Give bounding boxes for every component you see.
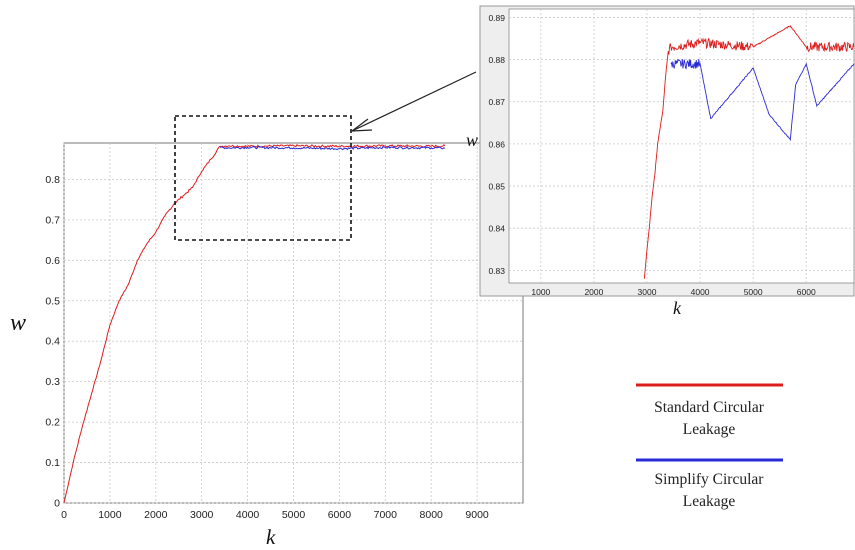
x-tick-label: 9000 bbox=[465, 509, 489, 521]
inset-series bbox=[643, 25, 855, 279]
y-tick-label: 0.8 bbox=[45, 174, 60, 186]
y-tick-label: 0.83 bbox=[488, 266, 505, 276]
x-tick-label: 1000 bbox=[531, 287, 550, 297]
x-tick-label: 2000 bbox=[144, 509, 168, 521]
series-line-standard bbox=[643, 25, 855, 279]
y-tick-label: 0.7 bbox=[45, 214, 60, 226]
series-line-simplify bbox=[670, 58, 855, 142]
y-tick-label: 0.3 bbox=[45, 376, 60, 388]
inset-x-axis-label: k bbox=[673, 298, 682, 318]
inset-x-ticks: 1000 2000 3000 4000 5000 6000 bbox=[531, 287, 816, 297]
legend-label-standard-line1: Standard Circular bbox=[654, 399, 765, 416]
y-tick-label: 0.6 bbox=[45, 255, 60, 267]
y-tick-label: 0.5 bbox=[45, 295, 60, 307]
legend-label-simplify-line1: Simplify Circular bbox=[655, 471, 765, 488]
main-chart: 0 0.1 0.2 0.3 0.4 0.5 0.6 0.7 0.8 0 1000 2000 3000 4… bbox=[10, 142, 524, 549]
x-tick-label: 3000 bbox=[638, 287, 657, 297]
x-tick-label: 5000 bbox=[744, 287, 763, 297]
main-x-axis-label: k bbox=[266, 525, 276, 549]
inset-chart: 0.83 0.84 0.85 0.86 0.87 0.88 0.89 1000 2000 300… bbox=[466, 5, 855, 318]
zoom-region-box bbox=[174, 115, 352, 241]
legend-label-simplify-line2: Leakage bbox=[683, 493, 736, 510]
x-tick-label: 4000 bbox=[236, 509, 260, 521]
y-tick-label: 0.86 bbox=[488, 139, 505, 149]
x-tick-label: 5000 bbox=[282, 509, 306, 521]
y-tick-label: 0.4 bbox=[45, 336, 60, 348]
main-series bbox=[63, 144, 446, 504]
x-tick-label: 8000 bbox=[420, 509, 444, 521]
series-line-simplify bbox=[219, 145, 446, 151]
y-tick-label: 0.89 bbox=[488, 13, 505, 23]
main-y-axis-label: w bbox=[10, 310, 26, 336]
y-tick-label: 0.84 bbox=[488, 224, 505, 234]
x-tick-label: 7000 bbox=[374, 509, 398, 521]
inset-grid bbox=[509, 9, 854, 283]
y-tick-label: 0.88 bbox=[488, 55, 505, 65]
legend-label-standard-line2: Leakage bbox=[683, 421, 736, 438]
x-tick-label: 1000 bbox=[98, 509, 122, 521]
y-tick-label: 0.1 bbox=[45, 457, 60, 469]
x-tick-label: 6000 bbox=[328, 509, 352, 521]
legend: Standard Circular Leakage Simplify Circu… bbox=[636, 383, 783, 510]
zoom-arrow bbox=[351, 71, 477, 132]
x-tick-label: 4000 bbox=[691, 287, 710, 297]
main-x-ticks: 0 1000 2000 3000 4000 5000 6000 7000 8000 9000 bbox=[61, 509, 489, 521]
main-grid bbox=[63, 143, 523, 504]
x-tick-label: 6000 bbox=[797, 287, 816, 297]
y-tick-label: 0.87 bbox=[488, 97, 505, 107]
x-tick-label: 2000 bbox=[584, 287, 603, 297]
inset-y-ticks: 0.83 0.84 0.85 0.86 0.87 0.88 0.89 bbox=[488, 13, 505, 276]
inset-y-axis-label: w bbox=[466, 130, 478, 150]
y-tick-label: 0.2 bbox=[45, 417, 60, 429]
x-tick-label: 0 bbox=[61, 509, 67, 521]
inset-plot-area bbox=[508, 8, 855, 284]
main-y-ticks: 0 0.1 0.2 0.3 0.4 0.5 0.6 0.7 0.8 bbox=[45, 174, 60, 510]
y-tick-label: 0.85 bbox=[488, 182, 505, 192]
y-tick-label: 0 bbox=[54, 498, 60, 510]
x-tick-label: 3000 bbox=[190, 509, 214, 521]
